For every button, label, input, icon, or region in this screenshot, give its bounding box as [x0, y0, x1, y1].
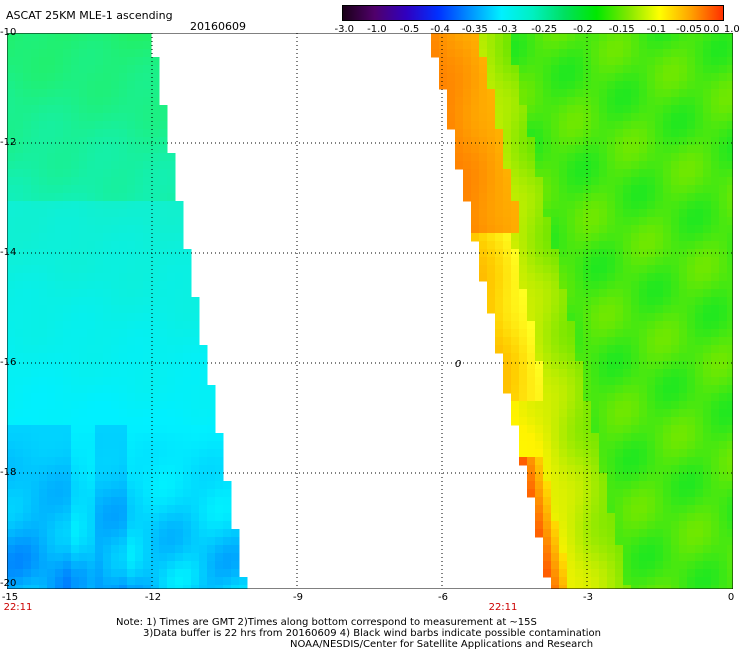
colorbar-tick: -0.05	[676, 24, 702, 35]
lat-label: -12	[0, 137, 17, 148]
colorbar-tick: -0.3	[497, 24, 518, 35]
colorbar-tick: -1.0	[367, 24, 387, 35]
colorbar	[342, 5, 724, 21]
lon-label: -15	[1, 592, 19, 603]
lon-label: -9	[293, 592, 303, 603]
colorbar-tick: 1.0	[723, 24, 740, 35]
wind-field-map: 0	[7, 33, 733, 589]
lat-lon-grid	[7, 33, 733, 589]
colorbar-tick: -0.5	[399, 24, 420, 35]
overpass-time: 22:11	[488, 602, 518, 613]
lat-label: -16	[0, 357, 17, 368]
colorbar-tick: -0.4	[430, 24, 450, 35]
footer-credit: NOAA/NESDIS/Center for Satellite Applica…	[290, 639, 594, 650]
lat-label: -10	[0, 27, 17, 38]
footer-note-1: Note: 1) Times are GMT 2)Times along bot…	[116, 617, 537, 628]
colorbar-tick-labels: -3.0 -1.0 -0.5 -0.4 -0.35 -0.3 -0.25 -0.…	[332, 24, 740, 38]
lon-label: -6	[438, 592, 448, 603]
lat-label: -14	[0, 247, 17, 258]
colorbar-tick: -0.25	[531, 24, 558, 35]
colorbar-tick: -3.0	[334, 24, 354, 35]
colorbar-tick: -0.15	[608, 24, 635, 35]
lon-label: -3	[583, 592, 593, 603]
lon-label: 0	[727, 592, 735, 603]
colorbar-tick: -0.2	[573, 24, 593, 35]
colorbar-tick: 0.0	[703, 24, 720, 35]
colorbar-tick: -0.1	[646, 24, 667, 35]
lat-label: -20	[0, 578, 17, 589]
product-date: 20160609	[190, 20, 246, 33]
lon-label: -12	[144, 592, 162, 603]
colorbar-tick: -0.35	[461, 24, 488, 35]
data-swaths	[7, 33, 733, 589]
overpass-time: 22:11	[3, 602, 33, 613]
product-title: ASCAT 25KM MLE-1 ascending	[6, 9, 173, 22]
lat-label: -18	[0, 467, 17, 478]
contour-label: 0	[455, 359, 461, 370]
footer-note-2: 3)Data buffer is 22 hrs from 20160609 4)…	[143, 628, 601, 639]
